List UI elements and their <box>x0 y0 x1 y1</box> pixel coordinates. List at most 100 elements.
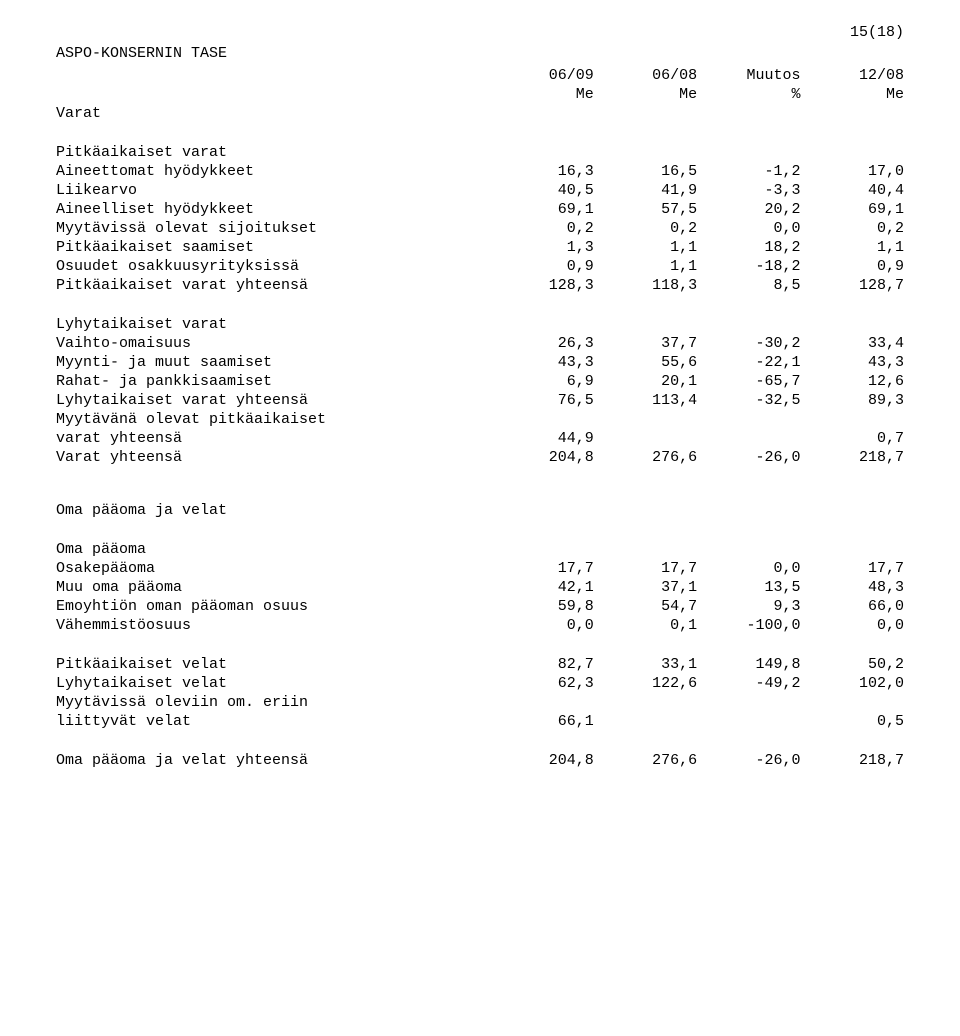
cell: 13,5 <box>697 578 800 597</box>
table-row: Pitkäaikaiset saamiset 1,3 1,1 18,2 1,1 <box>56 238 904 257</box>
table-row: varat yhteensä 44,9 0,7 <box>56 429 904 448</box>
cell: 128,3 <box>490 276 593 295</box>
section-label: Oma pääoma <box>56 540 490 559</box>
row-label: Varat yhteensä <box>56 448 490 467</box>
cell: 20,1 <box>594 372 697 391</box>
table-row: Aineettomat hyödykkeet 16,3 16,5 -1,2 17… <box>56 162 904 181</box>
row-label: Vähemmistöosuus <box>56 616 490 635</box>
cell <box>594 429 697 448</box>
table-row: Pitkäaikaiset varat yhteensä 128,3 118,3… <box>56 276 904 295</box>
row-label: liittyvät velat <box>56 712 490 731</box>
cell: 43,3 <box>801 353 904 372</box>
hdr2-c3: % <box>697 85 800 104</box>
cell: 69,1 <box>490 200 593 219</box>
cell: 57,5 <box>594 200 697 219</box>
cell: 8,5 <box>697 276 800 295</box>
table-row: Osuudet osakkuusyrityksissä 0,9 1,1 -18,… <box>56 257 904 276</box>
cell: -3,3 <box>697 181 800 200</box>
cell: -26,0 <box>697 751 800 770</box>
section-oma-paaoma-ja-velat: Oma pääoma ja velat <box>56 501 904 520</box>
page-number: 15(18) <box>56 24 904 41</box>
cell: 0,2 <box>594 219 697 238</box>
table-row: Oma pääoma ja velat yhteensä 204,8 276,6… <box>56 751 904 770</box>
cell: 1,1 <box>801 238 904 257</box>
cell: 149,8 <box>697 655 800 674</box>
cell: 12,6 <box>801 372 904 391</box>
cell: 33,4 <box>801 334 904 353</box>
cell: 0,0 <box>697 219 800 238</box>
hdr-c1: 06/09 <box>490 66 593 85</box>
row-label: Lyhytaikaiset varat yhteensä <box>56 391 490 410</box>
table-row: Vähemmistöosuus 0,0 0,1 -100,0 0,0 <box>56 616 904 635</box>
cell: 37,1 <box>594 578 697 597</box>
cell: 218,7 <box>801 448 904 467</box>
cell: 128,7 <box>801 276 904 295</box>
cell: 48,3 <box>801 578 904 597</box>
cell: 0,2 <box>490 219 593 238</box>
row-label: Emoyhtiön oman pääoman osuus <box>56 597 490 616</box>
cell: 37,7 <box>594 334 697 353</box>
cell: 6,9 <box>490 372 593 391</box>
cell: 41,9 <box>594 181 697 200</box>
hdr2-c4: Me <box>801 85 904 104</box>
cell: 0,0 <box>697 559 800 578</box>
table-row: Varat yhteensä 204,8 276,6 -26,0 218,7 <box>56 448 904 467</box>
hdr-c2: 06/08 <box>594 66 697 85</box>
section-label: Lyhytaikaiset varat <box>56 315 490 334</box>
cell: 9,3 <box>697 597 800 616</box>
cell: 54,7 <box>594 597 697 616</box>
cell: 0,2 <box>801 219 904 238</box>
hdr-c4: 12/08 <box>801 66 904 85</box>
cell: 276,6 <box>594 448 697 467</box>
cell: -1,2 <box>697 162 800 181</box>
cell: 42,1 <box>490 578 593 597</box>
cell: 118,3 <box>594 276 697 295</box>
cell: -65,7 <box>697 372 800 391</box>
cell <box>697 429 800 448</box>
section-lyhytaikaiset-varat: Lyhytaikaiset varat <box>56 315 904 334</box>
table-row: Lyhytaikaiset varat yhteensä 76,5 113,4 … <box>56 391 904 410</box>
cell: 50,2 <box>801 655 904 674</box>
table-row: Pitkäaikaiset velat 82,7 33,1 149,8 50,2 <box>56 655 904 674</box>
cell: 276,6 <box>594 751 697 770</box>
cell: -32,5 <box>697 391 800 410</box>
cell <box>697 712 800 731</box>
cell: 16,5 <box>594 162 697 181</box>
cell: 17,0 <box>801 162 904 181</box>
cell: 76,5 <box>490 391 593 410</box>
cell: 0,7 <box>801 429 904 448</box>
hdr-c3: Muutos <box>697 66 800 85</box>
cell: 18,2 <box>697 238 800 257</box>
row-label: Myynti- ja muut saamiset <box>56 353 490 372</box>
cell <box>594 712 697 731</box>
row-label: Myytävissä olevat sijoitukset <box>56 219 490 238</box>
table-row: Liikearvo 40,5 41,9 -3,3 40,4 <box>56 181 904 200</box>
section-pitkaaikaiset-varat: Pitkäaikaiset varat <box>56 143 904 162</box>
cell: 20,2 <box>697 200 800 219</box>
cell: 44,9 <box>490 429 593 448</box>
table-row: liittyvät velat 66,1 0,5 <box>56 712 904 731</box>
row-label: Muu oma pääoma <box>56 578 490 597</box>
cell: 62,3 <box>490 674 593 693</box>
row-label: Pitkäaikaiset saamiset <box>56 238 490 257</box>
row-label: varat yhteensä <box>56 429 490 448</box>
cell: 89,3 <box>801 391 904 410</box>
cell: 26,3 <box>490 334 593 353</box>
cell: -100,0 <box>697 616 800 635</box>
row-label: Rahat- ja pankkisaamiset <box>56 372 490 391</box>
row-label: Aineettomat hyödykkeet <box>56 162 490 181</box>
cell: 1,1 <box>594 238 697 257</box>
cell: 204,8 <box>490 448 593 467</box>
page-container: 15(18) ASPO-KONSERNIN TASE 06/09 06/08 M… <box>0 0 960 810</box>
doc-title: ASPO-KONSERNIN TASE <box>56 45 904 62</box>
row-label: Oma pääoma ja velat yhteensä <box>56 751 490 770</box>
table-row: Aineelliset hyödykkeet 69,1 57,5 20,2 69… <box>56 200 904 219</box>
table-row: Vaihto-omaisuus 26,3 37,7 -30,2 33,4 <box>56 334 904 353</box>
cell: -49,2 <box>697 674 800 693</box>
cell: 113,4 <box>594 391 697 410</box>
table-row: Osakepääoma 17,7 17,7 0,0 17,7 <box>56 559 904 578</box>
cell: -26,0 <box>697 448 800 467</box>
row-label: Myytävissä oleviin om. eriin <box>56 693 490 712</box>
hdr2-c1: Me <box>490 85 593 104</box>
cell: 0,0 <box>490 616 593 635</box>
